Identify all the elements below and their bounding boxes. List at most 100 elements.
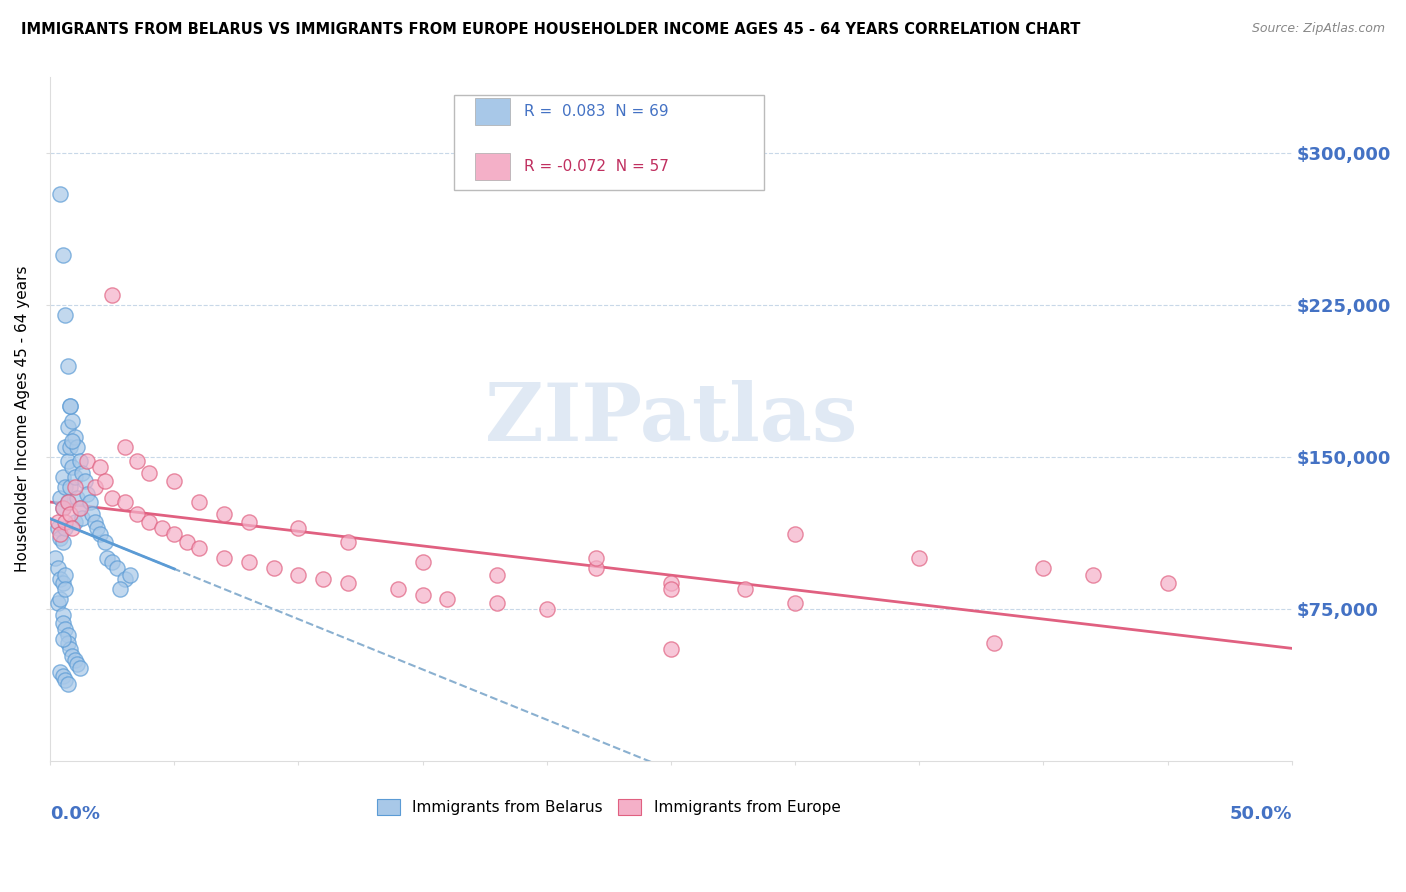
Point — [163, 527, 186, 541]
Point — [188, 541, 211, 556]
Point — [785, 527, 807, 541]
Point — [59, 507, 82, 521]
Point — [94, 535, 117, 549]
Text: 0.0%: 0.0% — [51, 805, 100, 823]
Point — [51, 500, 73, 515]
Point — [486, 567, 509, 582]
Point — [69, 500, 91, 515]
Point — [51, 669, 73, 683]
Point — [51, 470, 73, 484]
Point — [62, 414, 84, 428]
Point — [908, 551, 931, 566]
Point — [86, 521, 108, 535]
Point — [56, 494, 79, 508]
Point — [150, 521, 173, 535]
Point — [53, 622, 76, 636]
Point — [53, 440, 76, 454]
Point — [337, 575, 360, 590]
Point — [83, 515, 105, 529]
Point — [62, 521, 84, 535]
Point — [51, 500, 73, 515]
Point — [785, 596, 807, 610]
Point — [56, 419, 79, 434]
Point — [188, 494, 211, 508]
Point — [56, 636, 79, 650]
Point — [114, 440, 136, 454]
Point — [486, 596, 509, 610]
Point — [51, 632, 73, 647]
Point — [53, 582, 76, 596]
Y-axis label: Householder Income Ages 45 - 64 years: Householder Income Ages 45 - 64 years — [15, 266, 30, 573]
Point — [63, 515, 86, 529]
Point — [63, 470, 86, 484]
Point — [49, 572, 72, 586]
Point — [163, 475, 186, 489]
Point — [59, 642, 82, 657]
Point — [114, 494, 136, 508]
Text: ZIPatlas: ZIPatlas — [485, 380, 858, 458]
Point — [387, 582, 409, 596]
Point — [108, 582, 131, 596]
Point — [56, 359, 79, 373]
Legend: Immigrants from Belarus, Immigrants from Europe: Immigrants from Belarus, Immigrants from… — [371, 793, 846, 822]
Point — [1156, 575, 1178, 590]
Point — [46, 561, 69, 575]
Point — [312, 572, 335, 586]
Point — [46, 515, 69, 529]
Point — [72, 467, 94, 481]
Point — [734, 582, 756, 596]
Point — [51, 608, 73, 623]
Point — [56, 677, 79, 691]
Point — [659, 582, 682, 596]
Bar — [475, 98, 509, 125]
Point — [46, 596, 69, 610]
Point — [287, 521, 309, 535]
Point — [53, 480, 76, 494]
Point — [76, 454, 98, 468]
Point — [69, 454, 91, 468]
Point — [62, 434, 84, 448]
Point — [263, 561, 285, 575]
Point — [66, 440, 89, 454]
Point — [53, 515, 76, 529]
Point — [412, 588, 434, 602]
Point — [83, 480, 105, 494]
Point — [56, 494, 79, 508]
Point — [59, 480, 82, 494]
Point — [56, 454, 79, 468]
Point — [412, 555, 434, 569]
Point — [101, 288, 124, 302]
Point — [49, 591, 72, 606]
Point — [101, 555, 124, 569]
Point — [89, 527, 111, 541]
Point — [1032, 561, 1054, 575]
Point — [79, 494, 101, 508]
Point — [56, 628, 79, 642]
Point — [287, 567, 309, 582]
Point — [101, 491, 124, 505]
Point — [62, 648, 84, 663]
Point — [44, 551, 66, 566]
Point — [63, 430, 86, 444]
Point — [94, 475, 117, 489]
Point — [238, 555, 260, 569]
Point — [114, 572, 136, 586]
Text: Source: ZipAtlas.com: Source: ZipAtlas.com — [1251, 22, 1385, 36]
Point — [125, 454, 148, 468]
Point — [53, 521, 76, 535]
Point — [59, 400, 82, 414]
Point — [62, 460, 84, 475]
Point — [63, 652, 86, 666]
Point — [238, 515, 260, 529]
Point — [585, 551, 607, 566]
Point — [51, 247, 73, 261]
Point — [66, 491, 89, 505]
Point — [53, 567, 76, 582]
Point — [659, 642, 682, 657]
Point — [138, 515, 160, 529]
Point — [536, 602, 558, 616]
Point — [89, 460, 111, 475]
Point — [49, 527, 72, 541]
Bar — [475, 153, 509, 180]
Point — [66, 657, 89, 671]
